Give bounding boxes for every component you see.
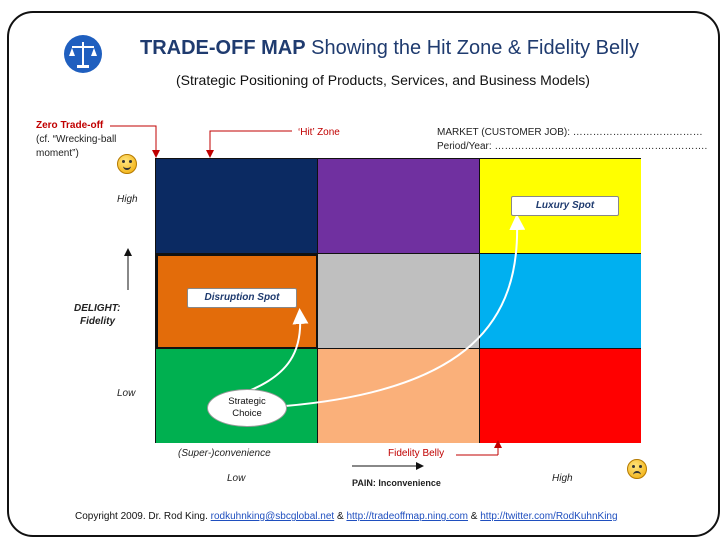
x-axis-high-label: High (552, 473, 573, 484)
luxury-spot-label: Luxury Spot (511, 196, 619, 216)
zero-tradeoff-note-2: moment”) (36, 148, 79, 159)
tradeoffmap-link[interactable]: http://tradeoffmap.ning.com (346, 511, 469, 522)
smiley-face-icon (117, 154, 137, 174)
slide-frame (7, 11, 720, 537)
y-axis-title-line-2: Fidelity (80, 316, 116, 327)
cell-high-low-pain (156, 159, 318, 254)
copyright-footer: Copyright 2009. Dr. Rod King. rodkuhnkin… (75, 511, 618, 522)
hit-zone-label: ‘Hit’ Zone (298, 127, 340, 138)
page-title: TRADE-OFF MAP Showing the Hit Zone & Fid… (140, 37, 640, 59)
cell-mid-mid-pain (318, 254, 480, 349)
email-link[interactable]: rodkuhnking@sbcglobal.net (210, 511, 335, 522)
cell-mid-high-pain (480, 254, 641, 349)
period-field: Period/Year: ………………………………………………………. (437, 141, 708, 152)
footer-separator: & (468, 511, 481, 522)
strategic-choice-ellipse: Strategic Choice (207, 389, 287, 427)
zero-tradeoff-label: Zero Trade-off (36, 120, 104, 131)
frowning-face-icon (627, 459, 647, 479)
scales-of-justice-icon (63, 34, 103, 74)
y-axis-high-label: High (117, 194, 138, 205)
page-subtitle: (Strategic Positioning of Products, Serv… (176, 72, 590, 88)
cell-high-mid-pain (318, 159, 480, 254)
footer-separator: & (334, 511, 347, 522)
zero-tradeoff-note-1: (cf. “Wrecking-ball (36, 134, 117, 145)
fidelity-belly-label: Fidelity Belly (388, 448, 445, 459)
y-axis-title-line-1: DELIGHT: (74, 303, 121, 314)
tradeoff-grid (155, 158, 641, 443)
x-axis-convenience-label: (Super-)convenience (178, 448, 271, 459)
market-field: MARKET (CUSTOMER JOB): ………………………………… (437, 127, 703, 138)
cell-low-high-pain (480, 349, 641, 443)
disruption-spot-label: Disruption Spot (187, 288, 297, 308)
cell-low-mid-pain (318, 349, 480, 443)
copyright-text: Copyright 2009. Dr. Rod King. (75, 511, 211, 522)
strategic-choice-line-1: Strategic (228, 396, 266, 407)
y-axis-low-label: Low (117, 388, 136, 399)
x-axis-title: PAIN: Inconvenience (352, 478, 441, 488)
strategic-choice-line-2: Choice (232, 408, 262, 419)
x-axis-low-label: Low (227, 473, 246, 484)
twitter-link[interactable]: http://twitter.com/RodKuhnKing (480, 511, 618, 522)
